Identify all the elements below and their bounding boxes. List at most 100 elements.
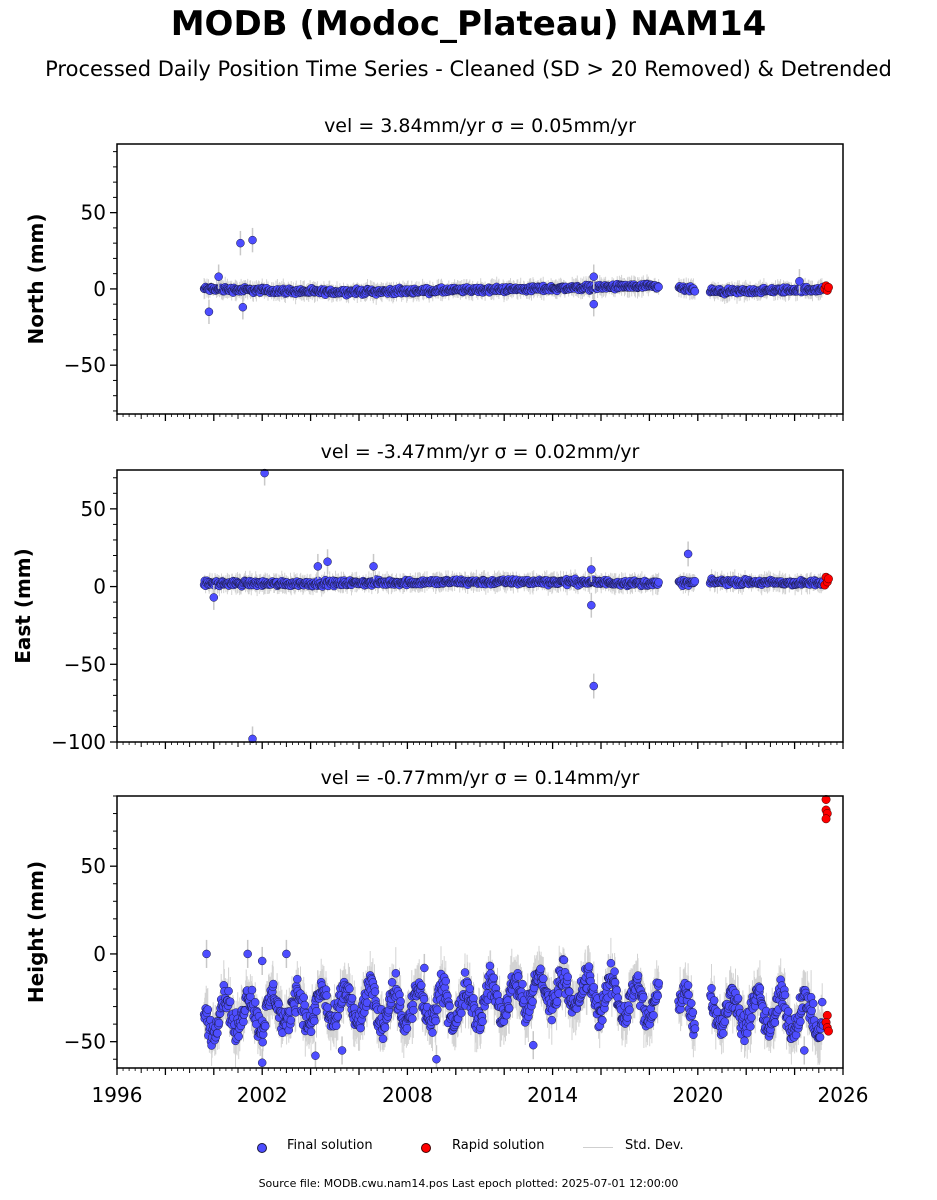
final-point (683, 981, 693, 990)
outlier-point (238, 302, 248, 312)
final-point (261, 1021, 270, 1031)
final-point (565, 987, 574, 996)
rapid-point (824, 574, 833, 584)
source-footer: Source file: MODB.cwu.nam14.pos Last epo… (258, 1177, 679, 1190)
final-point (639, 992, 648, 1002)
final-point (817, 997, 827, 1007)
final-point (380, 1023, 390, 1032)
final-point (213, 1028, 222, 1038)
chart-subtitle: Processed Daily Position Time Series - C… (45, 57, 892, 81)
final-point (322, 991, 331, 1000)
final-point (654, 978, 664, 988)
final-point (428, 1028, 437, 1037)
final-point (417, 981, 426, 990)
final-point (528, 997, 537, 1006)
outlier-point (282, 949, 291, 959)
final-point (755, 983, 765, 993)
final-point (258, 1037, 267, 1047)
outlier-point (587, 565, 596, 574)
final-point (299, 993, 308, 1002)
final-point (807, 1006, 816, 1016)
final-point (310, 1016, 319, 1026)
final-point (654, 282, 663, 292)
final-point (780, 990, 790, 1000)
outlier-point (209, 593, 219, 602)
final-point (536, 964, 545, 974)
final-point (709, 996, 719, 1005)
outlier-point (260, 468, 269, 478)
final-point (457, 1008, 466, 1018)
y-tick-label: 0 (93, 277, 106, 301)
final-point (489, 973, 498, 983)
final-point (653, 991, 662, 1001)
outlier-point (589, 272, 598, 281)
outlier-point (257, 956, 267, 966)
final-point (598, 1016, 607, 1025)
x-tick-label: 2014 (527, 1083, 578, 1107)
rapid-point (821, 814, 831, 824)
x-tick-label: 2002 (237, 1083, 288, 1107)
panel-title-east: vel = -3.47mm/yr σ = 0.02mm/yr (321, 441, 640, 463)
outlier-point (202, 949, 211, 959)
final-point (518, 979, 527, 989)
final-point (687, 999, 696, 1008)
outlier-point (323, 557, 332, 566)
outlier-point (243, 949, 252, 959)
final-point (465, 984, 475, 993)
legend-final-label: Final solution (287, 1138, 373, 1153)
outlier-point (311, 1051, 320, 1060)
final-point (274, 999, 283, 1009)
final-point (747, 1013, 756, 1022)
final-point (345, 984, 354, 993)
final-point (733, 993, 743, 1003)
final-point (770, 1018, 780, 1027)
data-layer-east (199, 468, 833, 744)
outlier-point (257, 1058, 267, 1067)
final-point (286, 1015, 296, 1025)
x-tick-label: 2020 (672, 1083, 723, 1107)
outlier-point (587, 600, 596, 610)
data-layer-height (199, 795, 833, 1068)
y-tick-label: 50 (81, 201, 106, 225)
final-point (547, 1015, 557, 1025)
final-point (783, 1007, 793, 1016)
final-point (234, 1032, 243, 1041)
final-point (409, 1005, 418, 1015)
final-point (552, 997, 562, 1006)
final-point (441, 976, 451, 986)
final-point (559, 955, 569, 965)
final-point (690, 1024, 700, 1033)
x-tick-label: 1996 (92, 1083, 143, 1107)
final-point (224, 986, 233, 996)
final-point (445, 1001, 454, 1011)
final-point (485, 961, 495, 971)
final-point (539, 974, 548, 983)
final-point (690, 287, 700, 296)
final-point (402, 1024, 412, 1033)
final-point (331, 1021, 341, 1031)
plot-frame-north (116, 143, 844, 415)
final-point (808, 999, 818, 1008)
outlier-point (589, 681, 598, 691)
x-tick-label: 2026 (818, 1083, 869, 1107)
final-point (419, 994, 429, 1004)
final-point (250, 998, 260, 1007)
final-point (707, 984, 716, 993)
final-point (347, 993, 357, 1003)
chart-title: MODB (Modoc_Plateau) NAM14 (170, 4, 767, 44)
final-point (625, 1005, 634, 1015)
final-point (203, 1005, 213, 1014)
final-point (746, 1022, 755, 1031)
final-point (239, 1017, 248, 1027)
y-tick-label: −50 (64, 652, 106, 676)
legend: Final solution Rapid solution Std. Dev. (0, 1138, 937, 1158)
final-point (796, 1017, 805, 1026)
final-point (460, 968, 470, 977)
final-point (718, 1029, 728, 1038)
final-point (356, 1023, 365, 1033)
y-tick-label: 0 (93, 942, 106, 966)
panel-title-height: vel = -0.77mm/yr σ = 0.14mm/yr (321, 767, 640, 789)
outlier-point (204, 307, 214, 317)
final-point (247, 985, 257, 995)
